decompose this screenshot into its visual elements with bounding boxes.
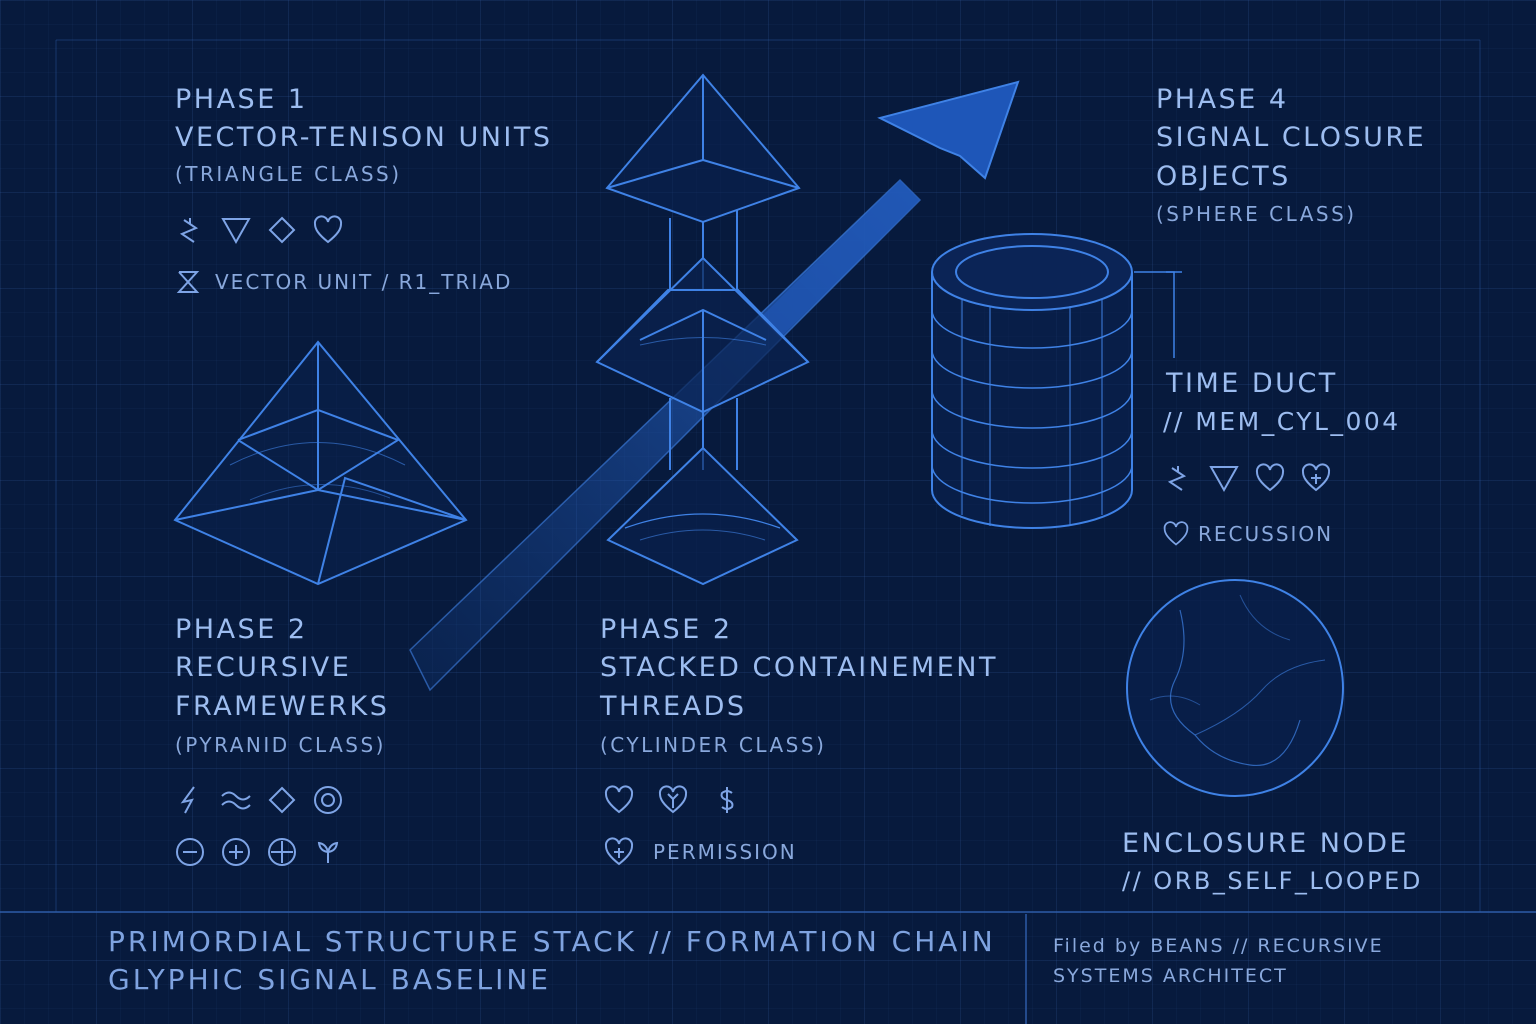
pyramid-shape bbox=[173, 340, 468, 586]
sprout-icon bbox=[317, 841, 339, 863]
heart-icon bbox=[313, 215, 343, 244]
heart-icon bbox=[1255, 463, 1285, 492]
wave-icon bbox=[221, 791, 251, 810]
circle-plus-icon bbox=[222, 838, 250, 866]
phase4-label: PHASE 4 bbox=[1156, 84, 1289, 115]
lightning-icon bbox=[180, 786, 195, 814]
footer-credit-line2: SYSTEMS ARCHITECT bbox=[1053, 965, 1288, 987]
target-icon bbox=[314, 786, 342, 814]
phase4-class: (SPHERE CLASS) bbox=[1156, 202, 1357, 226]
heart-plus-icon bbox=[604, 837, 634, 866]
time-duct-title: TIME DUCT bbox=[1166, 368, 1338, 399]
phase1-title: VECTOR-TENISON UNITS bbox=[175, 122, 553, 153]
enclosure-code: // ORB_SELF_LOOPED bbox=[1122, 867, 1423, 895]
enclosure-title: ENCLOSURE NODE bbox=[1122, 828, 1410, 859]
phase2-left-class: (PYRANID CLASS) bbox=[175, 733, 386, 757]
time-duct-glyph-row bbox=[1162, 462, 1332, 494]
phase2-left-title-line1: RECURSIVE bbox=[175, 652, 352, 683]
heart-branch-icon bbox=[658, 785, 688, 814]
time-duct-cylinder bbox=[931, 233, 1182, 529]
footer-title-line1: PRIMORDIAL STRUCTURE STACK // FORMATION … bbox=[108, 925, 996, 958]
stacked-column-shape bbox=[595, 73, 810, 586]
phase2-center-title-line2: THREADS bbox=[600, 691, 747, 722]
enclosure-sphere bbox=[1126, 579, 1344, 797]
down-triangle-icon bbox=[221, 218, 251, 245]
heart-plus-icon bbox=[1301, 463, 1331, 492]
phase2-center-glyph-row bbox=[603, 784, 743, 816]
diamond-icon bbox=[268, 216, 296, 244]
zigzag-icon bbox=[1167, 466, 1187, 491]
phase1-label: PHASE 1 bbox=[175, 84, 308, 115]
phase1-class: (TRIANGLE CLASS) bbox=[175, 162, 402, 186]
phase2-left-title-line2: FRAMEWERKS bbox=[175, 691, 390, 722]
time-duct-code: // MEM_CYL_004 bbox=[1163, 407, 1401, 436]
heart-icon bbox=[1163, 521, 1189, 546]
phase2-left-glyph-row2 bbox=[174, 836, 344, 868]
diamond-icon bbox=[268, 786, 296, 814]
footer-credit-line1: Filed by BEANS // RECURSIVE bbox=[1053, 935, 1384, 957]
phase2-left-glyph-row1 bbox=[174, 784, 344, 816]
time-duct-tag: RECUSSION bbox=[1198, 522, 1334, 546]
phase1-glyph-row bbox=[174, 214, 344, 246]
circle-minus-icon bbox=[176, 838, 204, 866]
dollar-s-icon bbox=[720, 787, 734, 813]
phase2-center-class: (CYLINDER CLASS) bbox=[600, 733, 827, 757]
phase2-center-title-line1: STACKED CONTAINEMENT bbox=[600, 652, 998, 683]
phase2-left-label: PHASE 2 bbox=[175, 614, 308, 645]
footer-title-line2: GLYPHIC SIGNAL BASELINE bbox=[108, 963, 551, 996]
phase4-title-line2: OBJECTS bbox=[1156, 161, 1291, 192]
heart-icon bbox=[604, 785, 634, 814]
zigzag-icon bbox=[179, 218, 199, 243]
phase1-tag: VECTOR UNIT / R1_TRIAD bbox=[215, 270, 513, 294]
circle-plus-icon bbox=[268, 838, 296, 866]
down-triangle-icon bbox=[1209, 466, 1239, 493]
phase4-title-line1: SIGNAL CLOSURE bbox=[1156, 122, 1427, 153]
hourglass-icon bbox=[176, 271, 200, 293]
phase2-center-label: PHASE 2 bbox=[600, 614, 733, 645]
phase2-center-tag: PERMISSION bbox=[653, 840, 797, 864]
